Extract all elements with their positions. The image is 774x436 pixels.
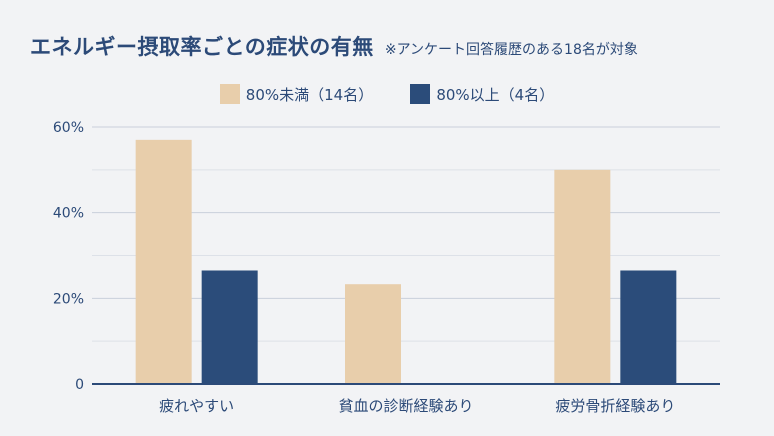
y-tick-label: 20%	[53, 291, 84, 307]
legend-item-under-80: 80%未満（14名）	[219, 84, 374, 105]
legend-label-over-80: 80%以上（4名）	[436, 86, 555, 104]
legend-swatch-under-80	[219, 84, 240, 104]
bar-under-80	[554, 169, 611, 384]
legend-label-under-80: 80%未満（14名）	[245, 86, 374, 104]
bar-under-80	[135, 139, 192, 384]
bar-over-80	[201, 270, 258, 384]
x-category-label: 貧血の診断経験あり	[338, 397, 473, 415]
chart-title: エネルギー摂取率ごとの症状の有無	[30, 35, 374, 59]
legend-swatch-over-80	[410, 84, 431, 104]
chart-subtitle: ※アンケート回答履歴のある18名が対象	[384, 42, 638, 58]
y-tick-label: 0	[75, 377, 84, 393]
legend-item-over-80: 80%以上（4名）	[410, 84, 554, 105]
x-category-label: 疲れやすい	[159, 397, 234, 415]
legend: 80%未満（14名） 80%以上（4名）	[0, 84, 774, 105]
y-tick-label: 40%	[53, 206, 84, 222]
bar-under-80	[345, 284, 401, 384]
title-row: エネルギー摂取率ごとの症状の有無 ※アンケート回答履歴のある18名が対象	[30, 31, 760, 61]
bar-over-80	[620, 270, 677, 384]
y-tick-label: 60%	[53, 120, 84, 136]
x-category-label: 疲労骨折経験あり	[555, 397, 675, 415]
